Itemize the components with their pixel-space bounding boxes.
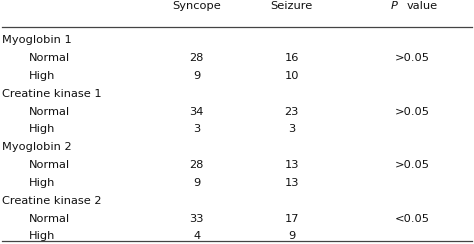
Text: 9: 9 xyxy=(193,178,201,188)
Text: Normal: Normal xyxy=(28,53,70,63)
Text: Normal: Normal xyxy=(28,160,70,170)
Text: Normal: Normal xyxy=(28,107,70,117)
Text: P: P xyxy=(391,1,398,11)
Text: Normal: Normal xyxy=(28,214,70,224)
Text: 9: 9 xyxy=(193,71,201,81)
Text: High: High xyxy=(28,178,55,188)
Text: 4: 4 xyxy=(193,231,201,241)
Text: 17: 17 xyxy=(284,214,299,224)
Text: <0.05: <0.05 xyxy=(395,214,430,224)
Text: Seizure: Seizure xyxy=(270,1,313,11)
Text: High: High xyxy=(28,124,55,134)
Text: Creatine kinase 2: Creatine kinase 2 xyxy=(2,196,102,206)
Text: 34: 34 xyxy=(190,107,204,117)
Text: 9: 9 xyxy=(288,231,295,241)
Text: Myoglobin 1: Myoglobin 1 xyxy=(2,35,72,45)
Text: 3: 3 xyxy=(193,124,201,134)
Text: 23: 23 xyxy=(284,107,299,117)
Text: Myoglobin 2: Myoglobin 2 xyxy=(2,142,72,152)
Text: >0.05: >0.05 xyxy=(395,107,430,117)
Text: Syncope: Syncope xyxy=(173,1,221,11)
Text: 13: 13 xyxy=(284,178,299,188)
Text: 10: 10 xyxy=(284,71,299,81)
Text: High: High xyxy=(28,71,55,81)
Text: 33: 33 xyxy=(190,214,204,224)
Text: 13: 13 xyxy=(284,160,299,170)
Text: >0.05: >0.05 xyxy=(395,53,430,63)
Text: Creatine kinase 1: Creatine kinase 1 xyxy=(2,89,102,99)
Text: value: value xyxy=(407,1,438,11)
Text: 28: 28 xyxy=(190,53,204,63)
Text: 3: 3 xyxy=(288,124,295,134)
Text: High: High xyxy=(28,231,55,241)
Text: 16: 16 xyxy=(284,53,299,63)
Text: 28: 28 xyxy=(190,160,204,170)
Text: >0.05: >0.05 xyxy=(395,160,430,170)
